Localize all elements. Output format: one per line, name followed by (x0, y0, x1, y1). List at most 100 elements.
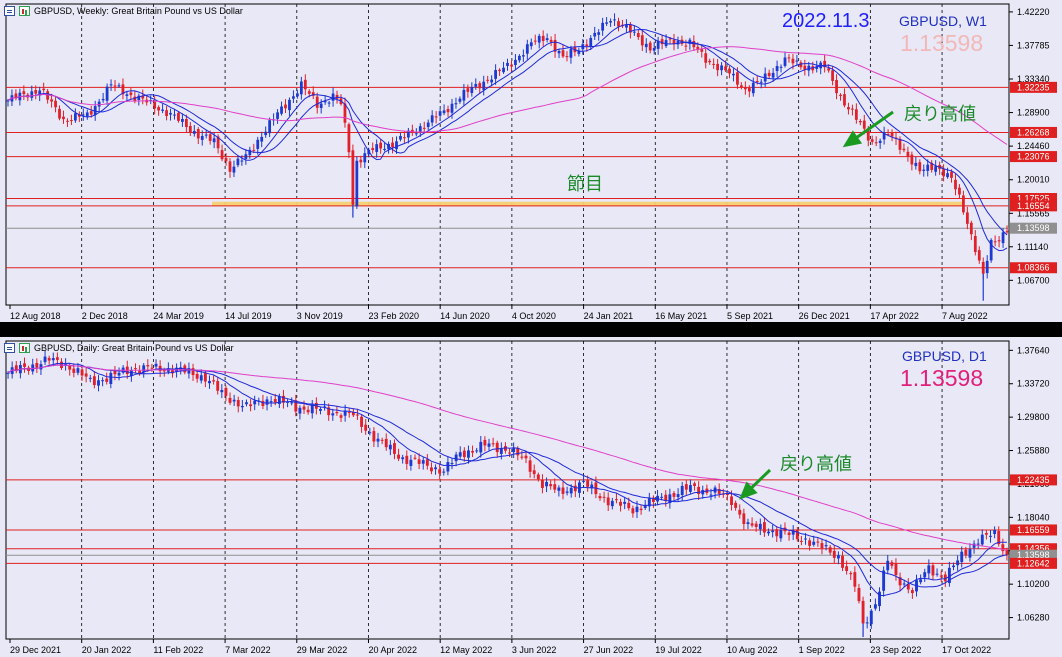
candle-body (927, 565, 931, 574)
candle-body (1001, 544, 1005, 552)
weekly-price-label: 1.13598 (900, 30, 984, 56)
candle-body (388, 444, 392, 450)
candle-body (532, 470, 536, 475)
candle-body (775, 529, 779, 537)
candle-body (224, 387, 228, 396)
candle-body (375, 144, 379, 152)
candle-body (150, 367, 154, 369)
candle-body (315, 96, 319, 108)
y-tick-label: 1.28900 (1017, 108, 1050, 118)
x-tick-label: 29 Dec 2021 (10, 645, 61, 655)
candle-body (930, 162, 934, 170)
candle-body (585, 44, 589, 47)
candle-body (146, 365, 150, 367)
weekly-chart-header: GBPUSD, Weekly: Great Britain Pound vs U… (4, 4, 243, 18)
candle-body (783, 57, 787, 66)
candle-body (256, 139, 260, 149)
chart-icon[interactable] (19, 6, 30, 16)
candle-body (935, 573, 939, 575)
weekly-chart-panel[interactable]: 12 Aug 2018 2 Dec 2018 24 Mar 2019 14 Jul 2… (0, 0, 1062, 322)
candle-body (307, 91, 311, 94)
price-tag-label: 1.23076 (1017, 152, 1050, 162)
daily-chart-canvas[interactable]: 29 Dec 2021 20 Jan 2022 11 Feb 2022 7 Mar 2… (0, 337, 1062, 657)
candle-body (14, 93, 18, 99)
candle-body (478, 83, 482, 89)
price-tag-label: 1.08366 (1017, 263, 1050, 273)
candle-body (956, 560, 960, 566)
candle-body (668, 38, 672, 40)
candle-body (343, 410, 347, 416)
candle-body (177, 112, 180, 121)
annotation-arrow-head (842, 130, 863, 148)
candle-body (55, 357, 59, 360)
x-tick-label: 17 Apr 2022 (870, 311, 919, 321)
candle-body (518, 55, 521, 61)
candle-body (1001, 232, 1005, 244)
candle-body (249, 404, 253, 407)
candle-body (360, 416, 364, 427)
candle-body (286, 401, 290, 403)
chart-icon[interactable] (19, 343, 30, 353)
candle-body (216, 136, 220, 149)
candle-body (964, 549, 968, 556)
candle-body (882, 570, 886, 591)
candle-body (824, 545, 828, 547)
candle-body (923, 572, 927, 578)
x-tick-label: 7 Aug 2022 (942, 311, 988, 321)
panel-separator (0, 322, 1062, 337)
candle-body (97, 380, 100, 386)
list-icon[interactable] (4, 6, 15, 16)
candle-body (264, 131, 268, 136)
price-tag (1010, 549, 1057, 561)
candle-body (413, 457, 417, 459)
weekly-chart-canvas[interactable]: 12 Aug 2018 2 Dec 2018 24 Mar 2019 14 Jul 2… (0, 0, 1062, 322)
candle-body (644, 43, 648, 48)
candle-body (746, 522, 750, 525)
x-tick-label: 12 May 2022 (440, 645, 492, 655)
candle-body (276, 112, 279, 119)
candle-body (89, 111, 93, 115)
candle-body (709, 494, 713, 496)
candle-body (902, 583, 906, 585)
candle-body (109, 84, 113, 86)
candle-body (359, 159, 363, 163)
list-icon[interactable] (4, 343, 15, 353)
candle-body (697, 486, 701, 495)
price-tag (1010, 126, 1057, 138)
candle-body (890, 562, 894, 566)
candle-body (450, 103, 454, 113)
candle-body (577, 50, 581, 54)
candle-body (804, 538, 807, 540)
candle-body (553, 39, 557, 52)
candle-body (368, 432, 372, 434)
candle-body (541, 35, 545, 41)
candle-body (569, 487, 573, 494)
candle-body (290, 402, 294, 404)
candle-body (573, 485, 577, 492)
candle-body (228, 161, 232, 172)
y-tick-label: 1.06280 (1017, 613, 1050, 623)
candle-body (347, 412, 351, 414)
y-tick-label: 1.15565 (1017, 208, 1050, 218)
candle-body (947, 567, 951, 584)
candle-body (815, 66, 819, 69)
candle-body (623, 501, 627, 504)
candle-body (762, 522, 766, 533)
candle-body (862, 120, 866, 129)
candle-body (421, 460, 425, 464)
candle-body (458, 452, 462, 457)
candle-body (981, 261, 985, 274)
candle-body (934, 166, 938, 172)
candle-body (853, 572, 857, 587)
daily-chart-panel[interactable]: 29 Dec 2021 20 Jan 2022 11 Feb 2022 7 Mar 2… (0, 337, 1062, 657)
ma-fast-line (7, 362, 1007, 597)
price-tag (1010, 474, 1057, 486)
candle-body (494, 70, 497, 79)
candle-body (137, 95, 141, 100)
price-tag (1010, 81, 1057, 93)
candle-body (865, 622, 869, 624)
candle-body (898, 577, 902, 586)
y-tick-label: 1.20010 (1017, 175, 1050, 185)
candle-body (799, 540, 803, 542)
candle-body (545, 481, 548, 487)
